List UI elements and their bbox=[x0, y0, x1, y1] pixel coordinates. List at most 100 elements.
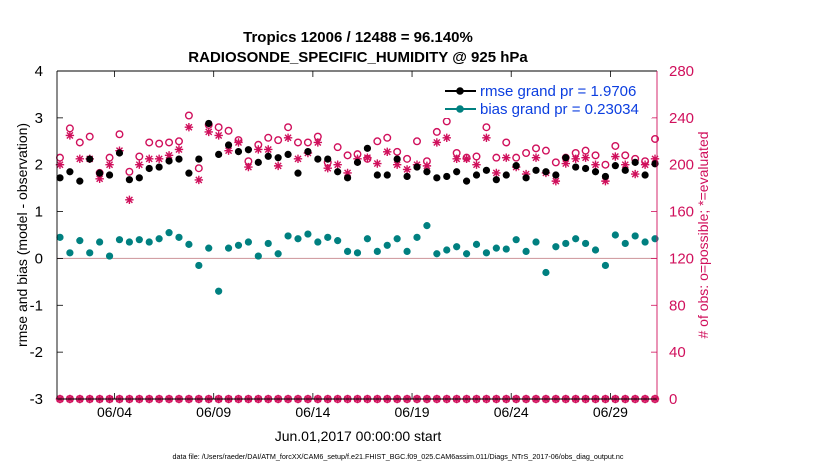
evaluated-point bbox=[650, 154, 660, 164]
bias-point bbox=[314, 238, 322, 246]
possible-point bbox=[611, 141, 620, 150]
bias-point bbox=[363, 235, 372, 243]
bias-point bbox=[512, 236, 520, 244]
bias-point bbox=[403, 247, 411, 255]
bias-point bbox=[274, 250, 282, 258]
possible-point bbox=[591, 151, 600, 160]
bias-point bbox=[155, 235, 163, 243]
possible-point bbox=[393, 147, 402, 156]
bias-point bbox=[224, 244, 233, 252]
rmse-point bbox=[591, 168, 600, 176]
rmse-point bbox=[264, 152, 272, 160]
y-tick-label-right: 280 bbox=[669, 63, 694, 80]
evaluated-point bbox=[65, 131, 75, 140]
bias-point bbox=[413, 233, 421, 241]
evaluated-point bbox=[204, 127, 213, 137]
y-tick-label-right: 80 bbox=[669, 297, 686, 314]
evaluated-point bbox=[283, 133, 293, 142]
bias-point bbox=[423, 222, 431, 230]
x-tick-label: 06/14 bbox=[295, 404, 330, 420]
possible-point bbox=[333, 143, 342, 152]
possible-point bbox=[383, 133, 392, 142]
y-tick-label: -3 bbox=[30, 391, 43, 408]
rmse-point bbox=[472, 171, 481, 179]
evaluated-point bbox=[432, 138, 442, 147]
evaluated-point bbox=[293, 154, 303, 164]
bias-point bbox=[165, 229, 173, 237]
y-tick-label: 0 bbox=[35, 250, 43, 267]
x-tick-label: 06/24 bbox=[494, 404, 529, 420]
rmse-point bbox=[601, 172, 610, 181]
rmse-point bbox=[115, 149, 124, 157]
possible-point bbox=[492, 153, 501, 162]
bias-point bbox=[264, 239, 272, 248]
evaluated-point bbox=[611, 152, 620, 161]
legend-entry: bias grand pr = 0.23034 bbox=[480, 101, 639, 118]
possible-point bbox=[284, 123, 293, 132]
evaluated-point bbox=[452, 154, 461, 164]
rmse-point bbox=[562, 154, 570, 162]
evaluated-point bbox=[601, 176, 610, 186]
rmse-point bbox=[403, 172, 411, 181]
x-axis-label: Jun.01,2017 00:00:00 start bbox=[275, 428, 442, 444]
rmse-point bbox=[56, 174, 64, 182]
rmse-point bbox=[215, 150, 223, 159]
bias-point bbox=[631, 232, 639, 240]
evaluated-point bbox=[571, 154, 580, 164]
bias-point bbox=[482, 249, 491, 257]
possible-point bbox=[214, 123, 223, 132]
evaluated-point bbox=[422, 161, 432, 171]
bias-point bbox=[185, 240, 193, 248]
possible-point bbox=[522, 148, 531, 157]
y-tick-label: 4 bbox=[35, 63, 43, 80]
bias-point bbox=[383, 241, 391, 249]
possible-point bbox=[264, 133, 273, 142]
bias-point bbox=[641, 238, 649, 246]
rmse-point bbox=[641, 171, 649, 179]
chart-subtitle: RADIOSONDE_SPECIFIC_HUMIDITY @ 925 hPa bbox=[188, 49, 528, 66]
rmse-point bbox=[185, 169, 193, 177]
bias-point bbox=[343, 247, 352, 255]
data-file-footnote: data file: /Users/raeder/DAI/ATM_forcXX/… bbox=[173, 452, 624, 461]
plot-background bbox=[57, 71, 657, 399]
bias-point bbox=[502, 245, 510, 253]
possible-point bbox=[165, 138, 174, 147]
evaluated-point bbox=[55, 160, 65, 169]
rmse-point bbox=[135, 174, 143, 182]
x-tick-label: 06/09 bbox=[196, 404, 231, 420]
possible-point bbox=[85, 132, 94, 141]
rmse-point bbox=[611, 162, 619, 170]
bias-point bbox=[572, 235, 580, 243]
rmse-point bbox=[413, 163, 421, 171]
rmse-point bbox=[205, 119, 213, 128]
rmse-point bbox=[96, 169, 104, 177]
possible-point bbox=[174, 137, 183, 146]
rmse-point bbox=[522, 174, 530, 182]
x-tick-label: 06/29 bbox=[593, 404, 628, 420]
y-tick-label: -1 bbox=[30, 297, 43, 314]
rmse-point bbox=[443, 172, 451, 181]
bias-point bbox=[581, 239, 590, 248]
possible-point bbox=[512, 153, 521, 162]
bias-point bbox=[175, 233, 183, 241]
y-tick-label: 3 bbox=[35, 110, 43, 127]
bias-point bbox=[125, 238, 133, 246]
possible-point bbox=[184, 111, 193, 120]
evaluated-point bbox=[442, 133, 451, 142]
possible-point bbox=[413, 137, 422, 146]
rmse-point bbox=[324, 155, 332, 163]
bias-point bbox=[542, 268, 550, 277]
evaluated-point bbox=[621, 160, 630, 169]
possible-point bbox=[274, 136, 283, 145]
bias-point bbox=[115, 236, 124, 244]
rmse-point bbox=[86, 155, 94, 163]
possible-point bbox=[482, 123, 491, 132]
evaluated-point bbox=[234, 138, 243, 147]
y-tick-label-right: 240 bbox=[669, 110, 694, 127]
evaluated-point bbox=[383, 147, 392, 157]
rmse-point bbox=[175, 155, 183, 163]
bias-point bbox=[284, 232, 292, 240]
evaluated-point bbox=[343, 168, 352, 178]
